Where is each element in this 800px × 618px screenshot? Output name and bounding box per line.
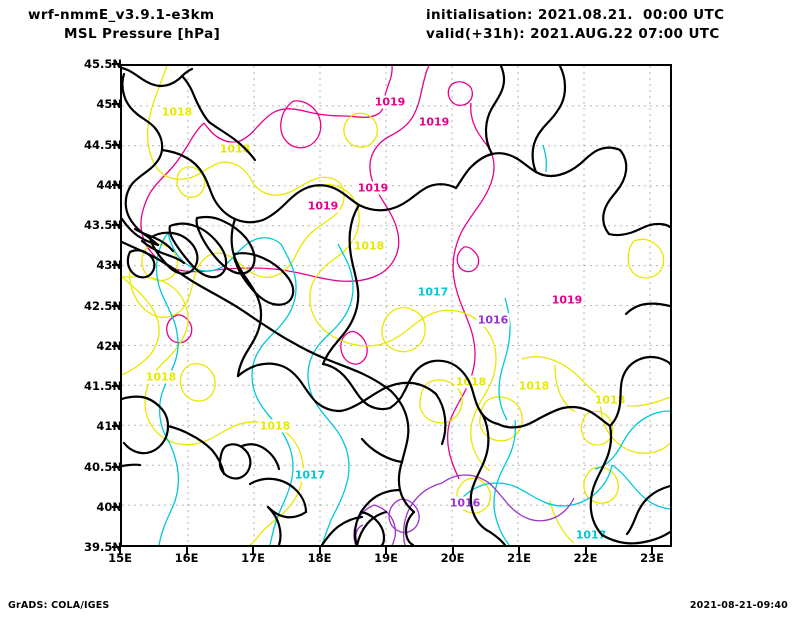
y-axis-tick-label: 39.5N bbox=[84, 540, 122, 554]
header-left-block: wrf-nmmE_v3.9.1-e3km MSL Pressure [hPa] bbox=[22, 6, 402, 44]
contour-label: 1017 bbox=[416, 285, 450, 299]
contour-label: 1019 bbox=[306, 199, 340, 213]
y-axis-tick-mark bbox=[112, 63, 120, 65]
y-axis-tick-mark bbox=[112, 183, 120, 186]
map-plot-frame: 1019 1019 1019 1019 1019 1018 1018 1018 … bbox=[120, 64, 672, 547]
contour-label: 1019 bbox=[417, 115, 451, 129]
contour-label: 1019 bbox=[356, 181, 390, 195]
grads-credit: GrADS: COLA/IGES bbox=[8, 600, 110, 611]
y-axis-tick-mark bbox=[112, 465, 120, 468]
contour-1018 bbox=[122, 66, 670, 545]
contour-label: 1019 bbox=[550, 293, 584, 307]
y-axis-tick-mark bbox=[112, 505, 120, 508]
y-axis-tick-label: 40.5N bbox=[84, 459, 122, 474]
x-axis-tick-mark bbox=[518, 547, 521, 555]
contour-label: 1018 bbox=[454, 375, 488, 389]
contour-label: 1016 bbox=[476, 313, 510, 327]
x-axis-tick-label: 16E bbox=[174, 551, 199, 565]
x-axis-tick-mark bbox=[451, 547, 454, 555]
x-axis-tick-mark bbox=[318, 547, 321, 555]
y-axis-tick-label: 44N bbox=[96, 177, 122, 192]
contour-label: 1018 bbox=[218, 142, 252, 156]
x-axis-tick-mark bbox=[584, 547, 587, 555]
x-axis-tick-mark bbox=[651, 547, 654, 555]
x-axis-tick-mark bbox=[119, 547, 121, 555]
y-axis-tick-label: 44.5N bbox=[84, 137, 122, 152]
x-axis-tick-mark bbox=[185, 547, 188, 555]
x-axis-tick-label: 20E bbox=[440, 551, 465, 565]
x-axis-tick-label: 17E bbox=[241, 551, 265, 565]
map-canvas: 1019 1019 1019 1019 1019 1018 1018 1018 … bbox=[122, 66, 670, 545]
model-title: wrf-nmmE_v3.9.1-e3km bbox=[28, 7, 215, 23]
y-axis-tick-label: 42N bbox=[96, 338, 122, 353]
y-axis-tick-label: 43.5N bbox=[84, 218, 122, 232]
x-axis-tick-label: 15E bbox=[108, 551, 132, 565]
contour-label: 1018 bbox=[352, 239, 386, 253]
y-axis-tick-mark bbox=[112, 546, 120, 548]
contour-1017 bbox=[155, 144, 670, 545]
y-axis-tick-mark bbox=[112, 143, 120, 146]
y-axis-tick-mark bbox=[112, 304, 120, 307]
initialisation-time: initialisation: 2021.08.21. 00:00 UTC bbox=[426, 7, 725, 23]
y-axis-tick-label: 45N bbox=[96, 97, 122, 112]
x-axis-tick-mark bbox=[385, 547, 388, 555]
render-timestamp: 2021-08-21-09:40 bbox=[689, 600, 788, 611]
y-axis-tick-label: 41N bbox=[96, 419, 122, 434]
x-axis-tick-mark bbox=[252, 547, 254, 555]
y-axis-tick-label: 43N bbox=[96, 258, 122, 273]
y-axis-tick-mark bbox=[112, 103, 120, 106]
contour-label: 1016 bbox=[448, 496, 482, 510]
y-axis-tick-mark bbox=[112, 425, 120, 428]
field-title: MSL Pressure [hPa] bbox=[64, 26, 221, 42]
valid-time: valid(+31h): 2021.AUG.22 07:00 UTC bbox=[426, 26, 720, 42]
x-axis-tick-label: 18E bbox=[307, 551, 332, 565]
y-axis-tick-mark bbox=[112, 344, 120, 347]
x-axis-tick-label: 21E bbox=[507, 551, 531, 565]
y-axis-tick-mark bbox=[112, 224, 120, 226]
contour-label: 1018 bbox=[258, 419, 292, 433]
contour-label: 1018 bbox=[160, 105, 194, 119]
y-axis-tick-mark bbox=[112, 385, 120, 387]
y-axis-tick-label: 41.5N bbox=[84, 379, 122, 393]
y-axis-tick-label: 45.5N bbox=[84, 57, 122, 71]
y-axis-tick-mark bbox=[112, 264, 120, 267]
x-axis-tick-label: 22E bbox=[573, 551, 598, 565]
contour-label: 1018 bbox=[593, 393, 627, 407]
contour-label: 1017 bbox=[293, 468, 327, 482]
x-axis-tick-label: 23E bbox=[640, 551, 664, 565]
contour-map-svg bbox=[122, 66, 670, 545]
contour-label: 1017 bbox=[574, 528, 608, 542]
contour-label: 1018 bbox=[517, 379, 551, 393]
contour-label: 1018 bbox=[144, 370, 178, 384]
header-right-block: initialisation: 2021.08.21. 00:00 UTC va… bbox=[418, 6, 788, 44]
y-axis-tick-label: 42.5N bbox=[84, 298, 122, 313]
y-axis-tick-label: 40N bbox=[96, 499, 122, 514]
contour-label: 1019 bbox=[373, 95, 407, 109]
x-axis-tick-label: 19E bbox=[374, 551, 398, 565]
